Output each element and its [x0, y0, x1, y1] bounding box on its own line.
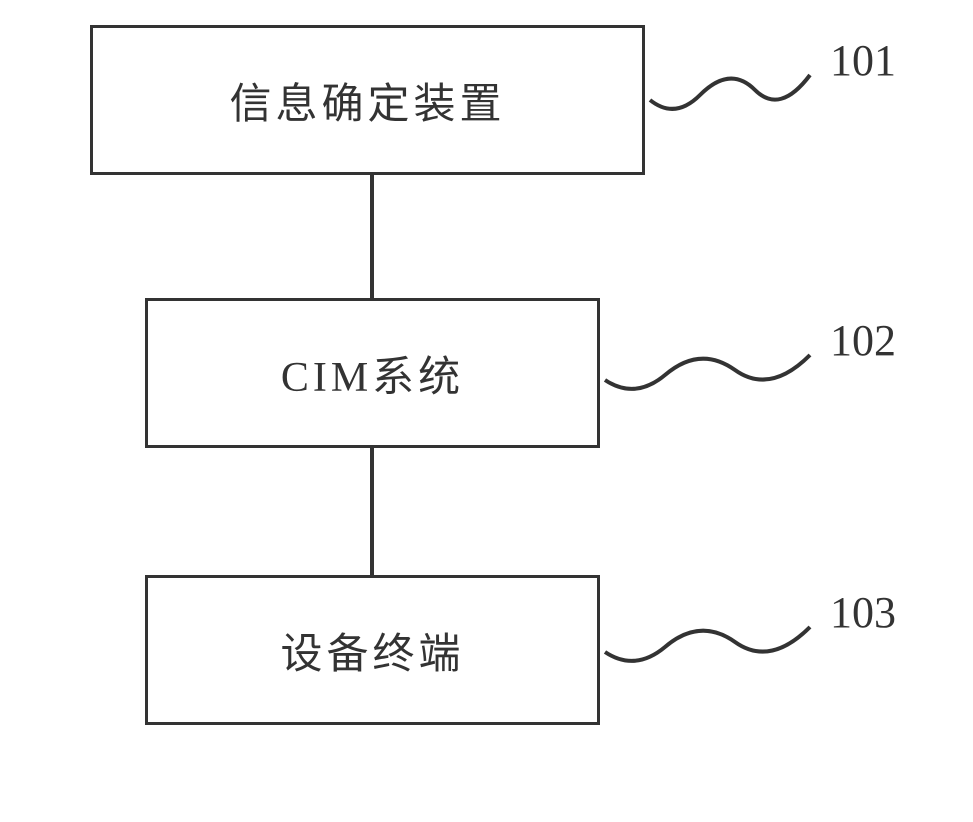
callout-squiggle-103: [600, 597, 825, 697]
callout-label-102: 102: [830, 315, 896, 366]
node-device-terminal: 设备终端: [145, 575, 600, 725]
callout-label-101: 101: [830, 35, 896, 86]
node-cim-system: CIM系统: [145, 298, 600, 448]
connector-1-2: [370, 175, 374, 298]
callout-number: 102: [830, 316, 896, 365]
node-label: CIM系统: [281, 343, 464, 404]
callout-squiggle-101: [645, 45, 825, 145]
callout-number: 103: [830, 588, 896, 637]
connector-2-3: [370, 448, 374, 575]
callout-squiggle-102: [600, 325, 825, 425]
node-label: 信息确定装置: [229, 70, 505, 131]
node-label: 设备终端: [280, 620, 464, 681]
callout-number: 101: [830, 36, 896, 85]
node-info-determination-device: 信息确定装置: [90, 25, 645, 175]
callout-label-103: 103: [830, 587, 896, 638]
